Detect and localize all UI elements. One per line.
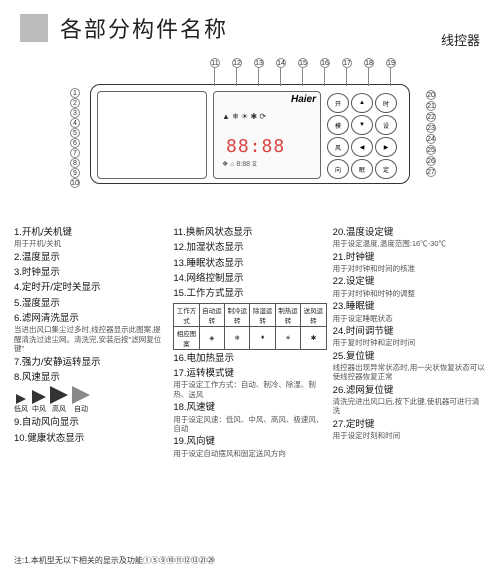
legend-item-title: 16.电加热显示 — [173, 353, 326, 365]
panel-button: 风 — [327, 137, 349, 157]
panel-button: ▶ — [375, 137, 397, 157]
legend-item-desc: 用于设定风速：低风、中风、高风、极速风、自动 — [173, 415, 326, 434]
panel-button: 向 — [327, 159, 349, 179]
legend-item-title: 7.强力/安静运转显示 — [14, 357, 167, 369]
legend-item-desc: 用于对时钟和时钟的调整 — [333, 289, 486, 298]
panel-button: 开 — [327, 93, 349, 113]
callout-26: 26 — [426, 156, 436, 166]
callout-16: 16 — [320, 58, 330, 68]
title-marker — [20, 14, 48, 42]
callout-17: 17 — [342, 58, 352, 68]
legend-item-title: 22.设定键 — [333, 276, 486, 288]
legend-item-title: 24.时间调节键 — [333, 326, 486, 338]
panel-cover — [97, 91, 207, 179]
legend-item-desc: 用于设定时刻和时间 — [333, 431, 486, 440]
callout-5: 5 — [70, 128, 80, 138]
panel-button: 定 — [375, 159, 397, 179]
legend-item-desc: 用于对时钟和时间的核准 — [333, 264, 486, 273]
legend-item-title: 27.定时键 — [333, 419, 486, 431]
legend-item-title: 3.时钟显示 — [14, 267, 167, 279]
callout-13: 13 — [254, 58, 264, 68]
callout-2: 2 — [70, 98, 80, 108]
button-panel: 开 ▲ 时 模 ▼ 设 风 ◀ ▶ 向 眠 定 — [325, 91, 405, 179]
legend-item-desc: 用于设定工作方式：自动、制冷、除湿、制热、送风 — [173, 380, 326, 399]
legend-item-title: 17.运转模式键 — [173, 368, 326, 380]
legend-item-title: 10.健康状态显示 — [14, 433, 167, 445]
legend-item-title: 1.开机/关机键 — [14, 227, 167, 239]
page-title: 各部分构件名称 — [60, 12, 228, 44]
callout-7: 7 — [70, 148, 80, 158]
panel-button: ▲ — [351, 93, 373, 113]
legend-item-title: 4.定时开/定时关显示 — [14, 282, 167, 294]
legend-item-desc: 用于设定自动摆风和固定送风方向 — [173, 449, 326, 458]
legend-item-desc: 清洗完进出风口后,按下此键,使机器可进行清洗 — [333, 397, 486, 416]
panel-button: ◀ — [351, 137, 373, 157]
legend-item-title: 20.温度设定键 — [333, 227, 486, 239]
legend-item-desc: 用于开机/关机 — [14, 239, 167, 248]
callout-14: 14 — [276, 58, 286, 68]
legend-item-title: 26.滤网复位键 — [333, 385, 486, 397]
callout-10: 10 — [70, 178, 80, 188]
callout-18: 18 — [364, 58, 374, 68]
subtitle: 线控器 — [441, 30, 480, 49]
callout-19: 19 — [386, 58, 396, 68]
legend-col-2: 11.换新风状态显示 12.加湿状态显示 13.睡眠状态显示 14.网络控制显示 15.… — [173, 224, 326, 459]
mode-table: 工作方式自动运转制冷运转除湿运转制热运转送风运转相应图案◈❄♦☀✱ — [173, 303, 326, 350]
status-icons: ❖ ⌂ 8:88 ⧖ — [222, 160, 257, 169]
panel-button: ▼ — [351, 115, 373, 135]
legend-item-desc: 用于复时时钟和定时时间 — [333, 338, 486, 347]
legend-item-title: 21.时钟键 — [333, 252, 486, 264]
panel-button: 设 — [375, 115, 397, 135]
callout-11: 11 — [210, 58, 220, 68]
legend-col-3: 20.温度设定键用于设定温度,温度范围:16℃-30℃ 21.时钟键用于对时钟和时… — [333, 224, 486, 459]
legend-item-title: 18.风速键 — [173, 402, 326, 414]
legend-item-title: 5.湿度显示 — [14, 298, 167, 310]
footnote: 注:1.本机型无以下相关的显示及功能①⑤⑨⑩⑪⑫⑬㉑㉙ — [14, 555, 215, 566]
legend-item-title: 6.滤网清洗显示 — [14, 313, 167, 325]
legend-item-desc: 线控器出现异常状态时,用一尖状恢复状态可以使线控器恢复正常 — [333, 363, 486, 382]
legend-item-title: 2.温度显示 — [14, 252, 167, 264]
panel-button: 时 — [375, 93, 397, 113]
callout-23: 23 — [426, 123, 436, 133]
callout-22: 22 — [426, 112, 436, 122]
brand-logo: Haier — [291, 94, 316, 105]
callout-8: 8 — [70, 158, 80, 168]
legend-item-title: 11.换新风状态显示 — [173, 227, 326, 239]
legend-item-desc: 当进出风口集尘过多时,线控器显示此图案,提醒清洗过滤尘网。清洗完,安装后按"滤网… — [14, 325, 167, 353]
legend-col-1: 1.开机/关机键用于开机/关机 2.温度显示 3.时钟显示 4.定时开/定时关显示 5.… — [14, 224, 167, 459]
segment-display: 88:88 — [226, 136, 285, 157]
legend-item-desc: 用于设定睡眠状态 — [333, 314, 486, 323]
legend-item-title: 23.睡眠键 — [333, 301, 486, 313]
controller-diagram: Haier ▲ ❄ ☀ ✱ ⟳ 88:88 ❖ ⌂ 8:88 ⧖ 开 ▲ 时 模… — [30, 54, 470, 214]
callout-27: 27 — [426, 167, 436, 177]
callout-25: 25 — [426, 145, 436, 155]
callout-12: 12 — [232, 58, 242, 68]
callout-6: 6 — [70, 138, 80, 148]
legend-item-title: 13.睡眠状态显示 — [173, 258, 326, 270]
panel-button: 模 — [327, 115, 349, 135]
legend-item-title: 25.复位键 — [333, 351, 486, 363]
mode-icons: ▲ ❄ ☀ ✱ ⟳ — [222, 112, 266, 121]
callout-15: 15 — [298, 58, 308, 68]
callout-1: 1 — [70, 88, 80, 98]
callout-21: 21 — [426, 101, 436, 111]
legend-item-desc: 用于设定温度,温度范围:16℃-30℃ — [333, 239, 486, 248]
wind-speed-diagram: 低风中风高风自动 — [14, 386, 167, 414]
legend-columns: 1.开机/关机键用于开机/关机 2.温度显示 3.时钟显示 4.定时开/定时关显示 5.… — [0, 222, 500, 459]
legend-item-title: 19.风向键 — [173, 436, 326, 448]
legend-item-title: 8.风速显示 — [14, 372, 167, 384]
legend-item-title: 14.网络控制显示 — [173, 273, 326, 285]
header: 各部分构件名称 — [0, 0, 500, 50]
callout-24: 24 — [426, 134, 436, 144]
callout-3: 3 — [70, 108, 80, 118]
panel-button: 眠 — [351, 159, 373, 179]
callout-9: 9 — [70, 168, 80, 178]
callout-4: 4 — [70, 118, 80, 128]
legend-item-title: 9.自动风向显示 — [14, 417, 167, 429]
legend-item-title: 15.工作方式显示 — [173, 288, 326, 300]
legend-item-title: 12.加湿状态显示 — [173, 242, 326, 254]
controller-panel: Haier ▲ ❄ ☀ ✱ ⟳ 88:88 ❖ ⌂ 8:88 ⧖ 开 ▲ 时 模… — [90, 84, 410, 184]
lcd-display: Haier ▲ ❄ ☀ ✱ ⟳ 88:88 ❖ ⌂ 8:88 ⧖ — [213, 91, 321, 179]
callout-20: 20 — [426, 90, 436, 100]
